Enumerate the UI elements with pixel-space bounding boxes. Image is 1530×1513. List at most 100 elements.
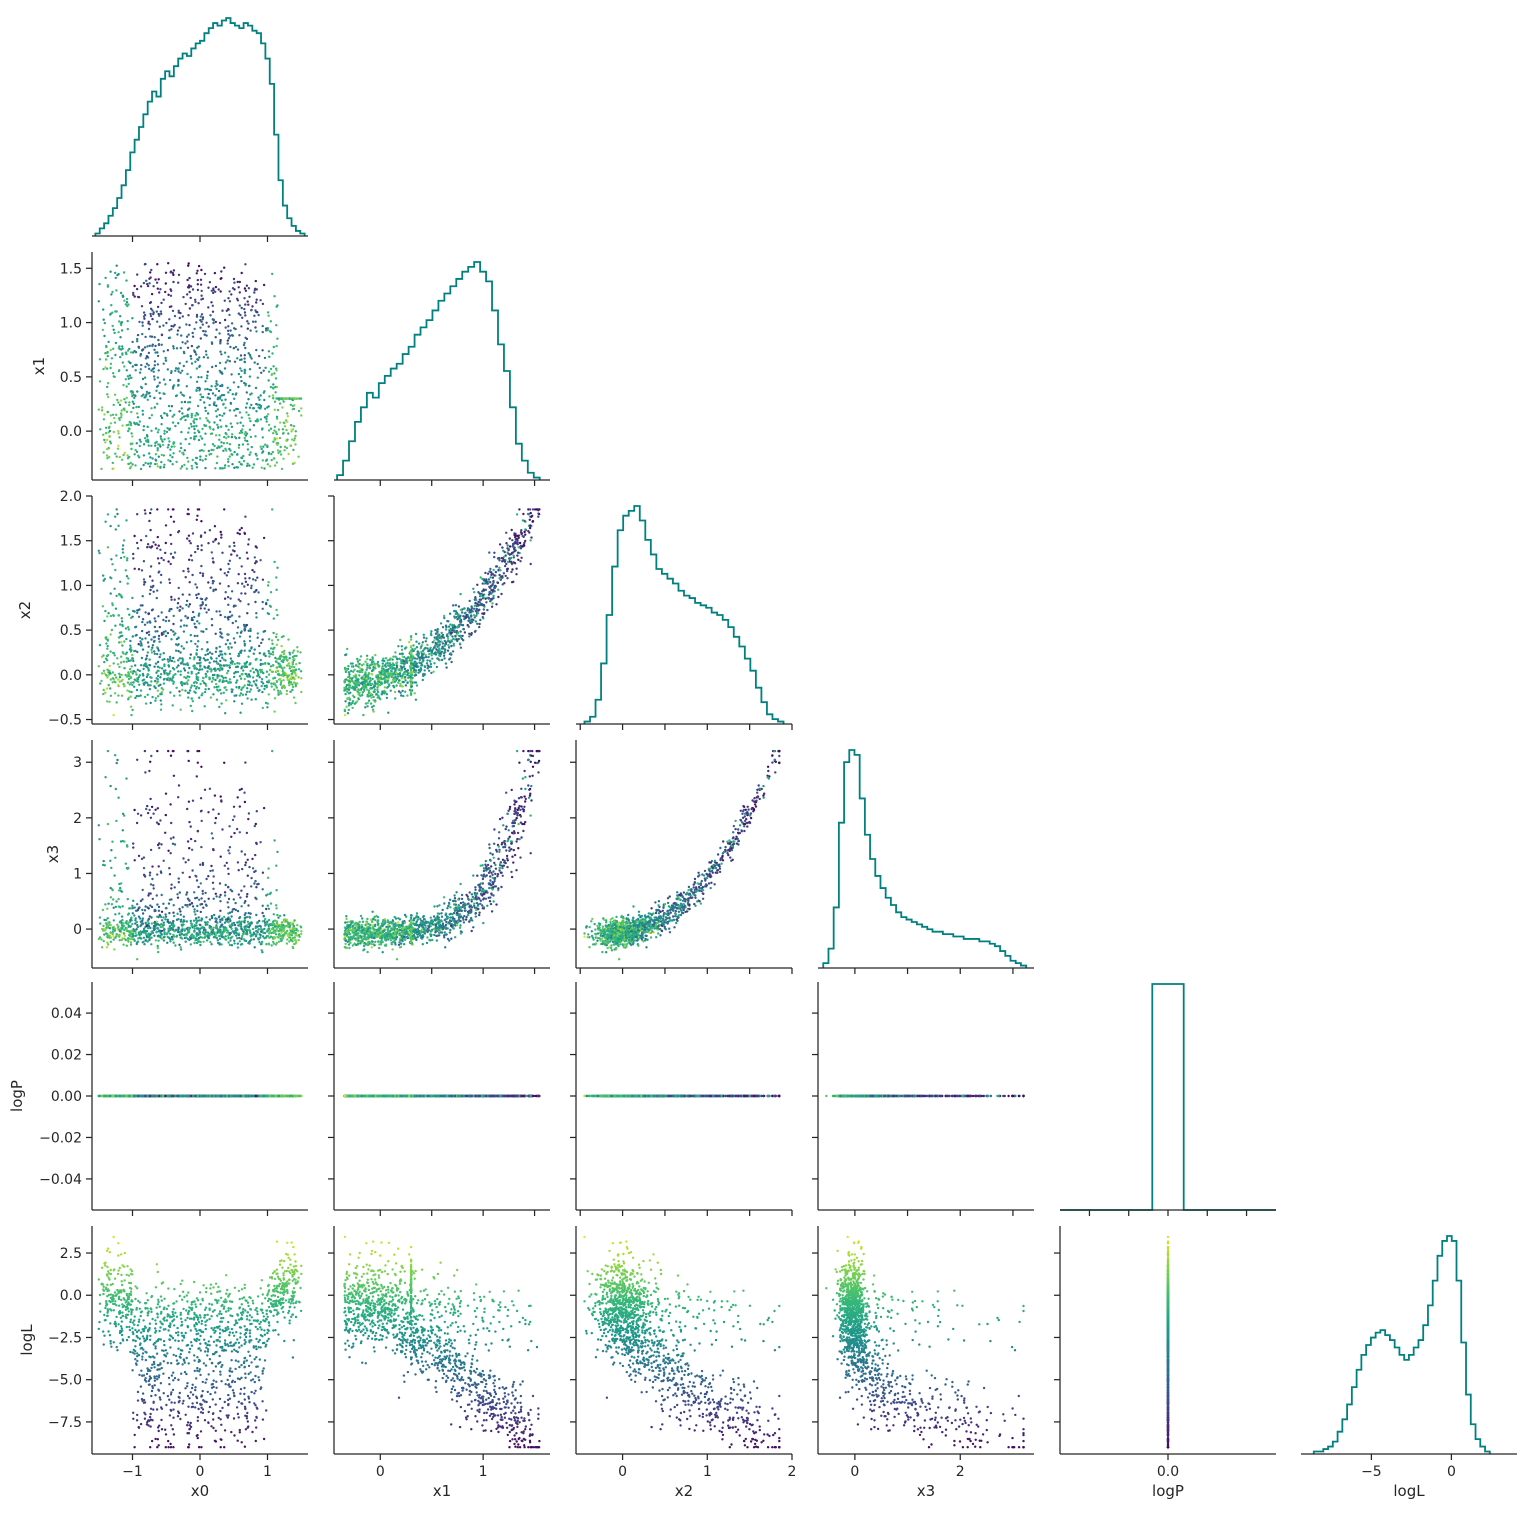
scatter-point bbox=[182, 569, 185, 573]
scatter-point bbox=[122, 539, 126, 542]
scatter-point bbox=[136, 650, 139, 654]
scatter-point bbox=[469, 619, 472, 623]
scatter-point bbox=[123, 640, 126, 643]
scatter-point bbox=[386, 662, 389, 665]
scatter-point bbox=[273, 372, 276, 375]
scatter-point bbox=[204, 666, 207, 669]
scatter-point bbox=[261, 871, 265, 874]
scatter-point bbox=[495, 565, 498, 568]
scatter-point bbox=[221, 309, 224, 312]
scatter-point bbox=[224, 686, 227, 689]
scatter-point bbox=[157, 822, 160, 826]
scatter-point bbox=[146, 641, 150, 644]
scatter-point bbox=[151, 579, 154, 582]
scatter-point bbox=[254, 320, 257, 323]
scatter-point bbox=[266, 327, 269, 330]
scatter-point bbox=[187, 570, 190, 573]
scatter-point bbox=[139, 539, 143, 542]
scatter-point bbox=[182, 394, 186, 397]
scatter-point bbox=[300, 414, 303, 417]
scatter-point bbox=[168, 672, 171, 675]
scatter-point bbox=[367, 673, 370, 676]
scatter-point bbox=[114, 276, 118, 280]
scatter-point bbox=[158, 381, 161, 384]
scatter-point bbox=[220, 445, 223, 448]
scatter-point bbox=[106, 647, 109, 650]
scatter-point bbox=[172, 385, 175, 388]
scatter-point bbox=[167, 293, 170, 296]
scatter-point bbox=[141, 348, 145, 351]
scatter-point bbox=[286, 658, 289, 662]
scatter-point bbox=[196, 620, 199, 623]
scatter-point bbox=[345, 689, 349, 692]
scatter-point bbox=[157, 939, 160, 942]
scatter-point bbox=[237, 446, 241, 449]
scatter-point bbox=[166, 349, 170, 352]
scatter-point bbox=[192, 425, 196, 428]
scatter-point bbox=[503, 582, 506, 585]
scatter-point bbox=[125, 519, 128, 522]
scatter-point bbox=[248, 683, 251, 687]
scatter-point bbox=[120, 329, 124, 332]
scatter-point bbox=[230, 322, 234, 325]
scatter-point bbox=[172, 347, 175, 350]
scatter-point bbox=[408, 641, 411, 644]
scatter-point bbox=[216, 662, 219, 665]
scatter-point bbox=[164, 290, 167, 294]
scatter-point bbox=[152, 590, 155, 593]
scatter-point bbox=[281, 659, 285, 662]
scatter-point bbox=[427, 649, 430, 653]
scatter-point bbox=[214, 290, 217, 293]
scatter-point bbox=[158, 562, 161, 565]
scatter-point bbox=[149, 565, 153, 568]
scatter-point bbox=[238, 431, 241, 435]
scatter-point bbox=[150, 676, 153, 679]
scatter-point bbox=[216, 673, 219, 677]
scatter-point bbox=[425, 637, 428, 640]
scatter-point bbox=[191, 331, 194, 335]
scatter-point bbox=[133, 295, 136, 298]
scatter-point bbox=[217, 288, 220, 291]
scatter-point bbox=[253, 824, 256, 828]
scatter-point bbox=[438, 659, 441, 662]
scatter-point bbox=[192, 420, 195, 423]
scatter-point bbox=[146, 345, 149, 348]
scatter-point bbox=[244, 580, 248, 583]
scatter-point bbox=[153, 348, 156, 351]
scatter-point bbox=[244, 303, 247, 306]
scatter-point bbox=[136, 668, 139, 672]
scatter-point bbox=[215, 387, 218, 391]
scatter-point bbox=[195, 380, 199, 383]
scatter-point bbox=[451, 635, 454, 638]
scatter-point bbox=[538, 508, 541, 511]
scatter-point bbox=[207, 687, 210, 691]
scatter-point bbox=[204, 688, 207, 691]
scatter-point bbox=[377, 683, 381, 687]
scatter-point bbox=[199, 398, 202, 402]
scatter-point bbox=[244, 693, 248, 696]
scatter-point bbox=[142, 428, 145, 432]
scatter-point bbox=[271, 650, 275, 654]
scatter-point bbox=[267, 867, 270, 870]
scatter-point bbox=[174, 369, 177, 372]
scatter-point bbox=[119, 661, 123, 664]
scatter-point bbox=[140, 385, 143, 389]
scatter-point bbox=[389, 663, 392, 667]
scatter-point bbox=[249, 419, 252, 423]
scatter-point bbox=[120, 694, 124, 697]
scatter-point bbox=[516, 554, 519, 557]
scatter-point bbox=[147, 633, 151, 636]
scatter-point bbox=[206, 641, 209, 644]
scatter-point bbox=[109, 348, 112, 352]
scatter-point bbox=[141, 409, 144, 412]
scatter-point bbox=[260, 371, 263, 374]
scatter-point bbox=[497, 557, 501, 560]
scatter-point bbox=[233, 675, 236, 679]
scatter-point bbox=[463, 631, 467, 634]
panel-x2-vs-x1 bbox=[328, 495, 550, 730]
scatter-point bbox=[291, 408, 294, 411]
scatter-point bbox=[158, 325, 161, 328]
scatter-point bbox=[389, 689, 392, 692]
scatter-point bbox=[229, 681, 232, 684]
scatter-point bbox=[398, 672, 401, 676]
